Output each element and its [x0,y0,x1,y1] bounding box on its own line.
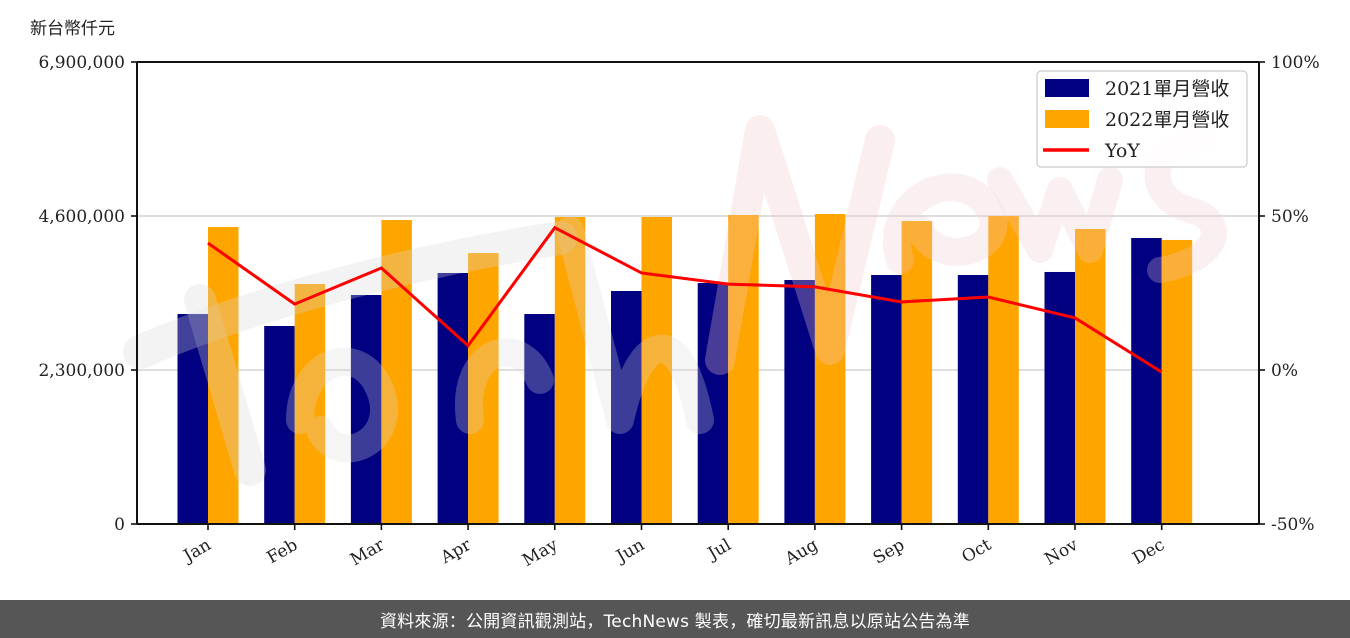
legend: 2021單月營收 2022單月營收 YoY [1036,70,1248,168]
x-tick-label: Jan [179,535,215,567]
yoy-line [207,225,1163,374]
x-tick-label: Feb [264,535,302,568]
bar-2021-feb [264,326,295,524]
bar-2022-may [554,217,586,525]
legend-label: YoY [1104,140,1140,162]
bar-2021-apr [437,272,469,524]
bar-series [177,213,1193,525]
y-right-tick-label: -50% [1271,515,1315,535]
bar-2021-jun [611,290,642,524]
bar-2022-nov [1075,228,1106,524]
bar-2022-jul [728,214,759,524]
x-tick-label: Jul [703,535,735,565]
bar-2021-jul [697,283,729,524]
bar-2022-apr [468,253,499,524]
y-right-tick-label: 0% [1271,361,1298,381]
y-axis-unit-label: 新台幣仟元 [30,19,115,39]
bar-2021-aug [784,280,815,524]
y-left-tick-label: 4,600,000 [38,207,125,227]
bar-2022-jun [641,217,672,525]
legend-swatch [1045,79,1089,97]
bar-2021-jan [177,314,208,524]
legend-swatch [1045,110,1089,128]
footer-text: 資料來源：公開資訊觀測站，TechNews 製表，確切最新訊息以原站公告為準 [379,611,970,632]
y-left-tick-label: 0 [114,515,125,535]
bar-2021-sep [871,274,902,524]
y-right-tick-label: 100% [1271,53,1320,73]
x-tick-label: Apr [437,535,476,569]
x-tick-label: Mar [347,535,389,571]
bar-2021-nov [1044,271,1075,524]
source-footer: 資料來源：公開資訊觀測站，TechNews 製表，確切最新訊息以原站公告為準 [0,600,1350,638]
chart-canvas: 0 2,300,000 4,600,000 6,900,000 -50% 0% 50% 100… [38,53,1320,571]
x-tick-label: Aug [781,535,822,570]
bar-2022-aug [814,213,846,524]
x-tick-label: Oct [959,535,995,568]
bar-2021-may [524,314,555,524]
legend-box [1036,70,1248,168]
bar-2021-dec [1131,238,1162,525]
y-left-tick-label: 2,300,000 [38,361,125,381]
yoy-line-series [207,225,1163,374]
x-tick-label: Dec [1129,535,1168,569]
legend-label: 2022單月營收 [1105,109,1229,131]
x-tick-label: Jun [611,535,648,568]
x-tick-label: May [519,535,562,571]
x-tick-label: Sep [870,535,908,569]
y-right-tick-label: 50% [1271,207,1309,227]
bar-2022-jan [208,226,239,524]
revenue-combo-chart: 0 2,300,000 4,600,000 6,900,000 -50% 0% 50% 100… [38,53,1320,571]
legend-label: 2021單月營收 [1105,78,1229,100]
x-tick-label: Nov [1041,535,1081,570]
bar-2021-oct [957,274,989,524]
bar-2022-oct [988,216,1019,524]
bar-2022-feb [294,284,326,524]
bar-2021-mar [350,295,382,524]
y-left-tick-label: 6,900,000 [38,53,125,73]
technews-watermark [123,115,1227,486]
bar-2022-sep [901,221,933,525]
bar-2022-dec [1161,239,1193,524]
